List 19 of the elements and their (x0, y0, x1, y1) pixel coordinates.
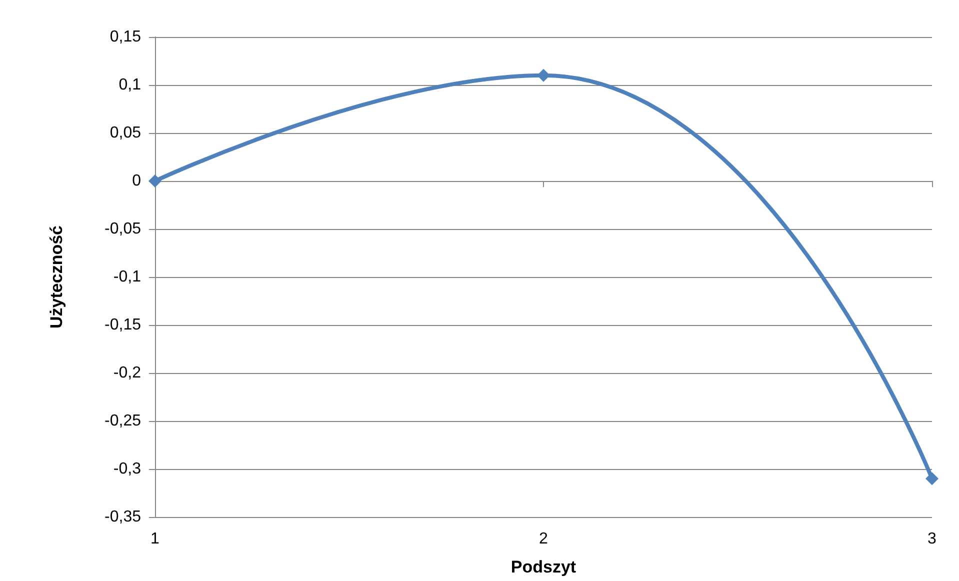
y-tick-label: 0,15 (110, 28, 142, 46)
point (926, 472, 938, 486)
point (148, 174, 162, 188)
y-tick-label: 0,05 (110, 124, 142, 142)
y-tick-label: 0,1 (118, 76, 142, 94)
y-tick-label: -0,15 (104, 316, 142, 334)
point (537, 68, 550, 82)
y-tick-label: -0,2 (113, 364, 142, 382)
y-tick-label: 0 (132, 172, 142, 190)
x-tick-label: 2 (539, 530, 548, 548)
x-tick-label: 3 (928, 530, 937, 548)
y-tick-label: -0,25 (104, 412, 142, 430)
y-tick-label: -0,3 (113, 460, 142, 478)
y-axis-title: Użyteczność (47, 226, 66, 328)
x-tick-label: 1 (150, 530, 160, 548)
y-tick-label: -0,05 (104, 220, 142, 238)
y-tick-label: -0,1 (113, 268, 142, 286)
x-axis-title: Podszyt (510, 558, 576, 576)
y-tick-label: -0,35 (104, 508, 142, 526)
